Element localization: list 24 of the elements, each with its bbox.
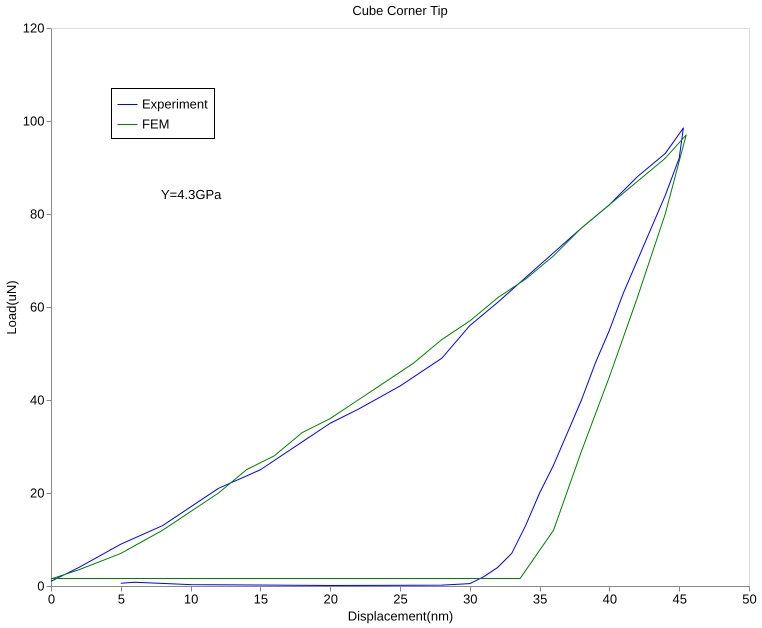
x-axis-title: Displacement(nm) (348, 608, 454, 624)
y-tick-label: 80 (30, 206, 44, 222)
x-tick-label: 15 (254, 592, 268, 606)
annotation: Y=4.3GPa (161, 187, 222, 202)
x-tick-label: 10 (184, 592, 198, 606)
y-tick-label: 40 (30, 392, 44, 408)
x-tick-label: 30 (463, 592, 478, 606)
x-tick-label: 25 (393, 592, 408, 606)
y-tick-label: 100 (22, 114, 44, 128)
x-tick-label: 45 (672, 592, 687, 606)
x-tick-label: 35 (532, 592, 548, 606)
x-tick-label: 5 (118, 592, 125, 606)
chart-title: Cube Corner Tip (352, 3, 448, 18)
legend-label: Experiment (142, 96, 208, 112)
legend-label: FEM (142, 116, 170, 132)
y-axis-title: Load(uN) (4, 280, 19, 335)
x-tick-label: 50 (742, 592, 757, 606)
y-tick-label: 20 (30, 486, 44, 500)
y-tick-label: 60 (30, 300, 44, 314)
x-tick-label: 20 (323, 592, 338, 606)
y-tick-label: 120 (22, 20, 44, 36)
x-tick-label: 40 (602, 592, 618, 606)
y-tick-label: 0 (37, 578, 44, 594)
x-tick-label: 0 (48, 592, 56, 606)
